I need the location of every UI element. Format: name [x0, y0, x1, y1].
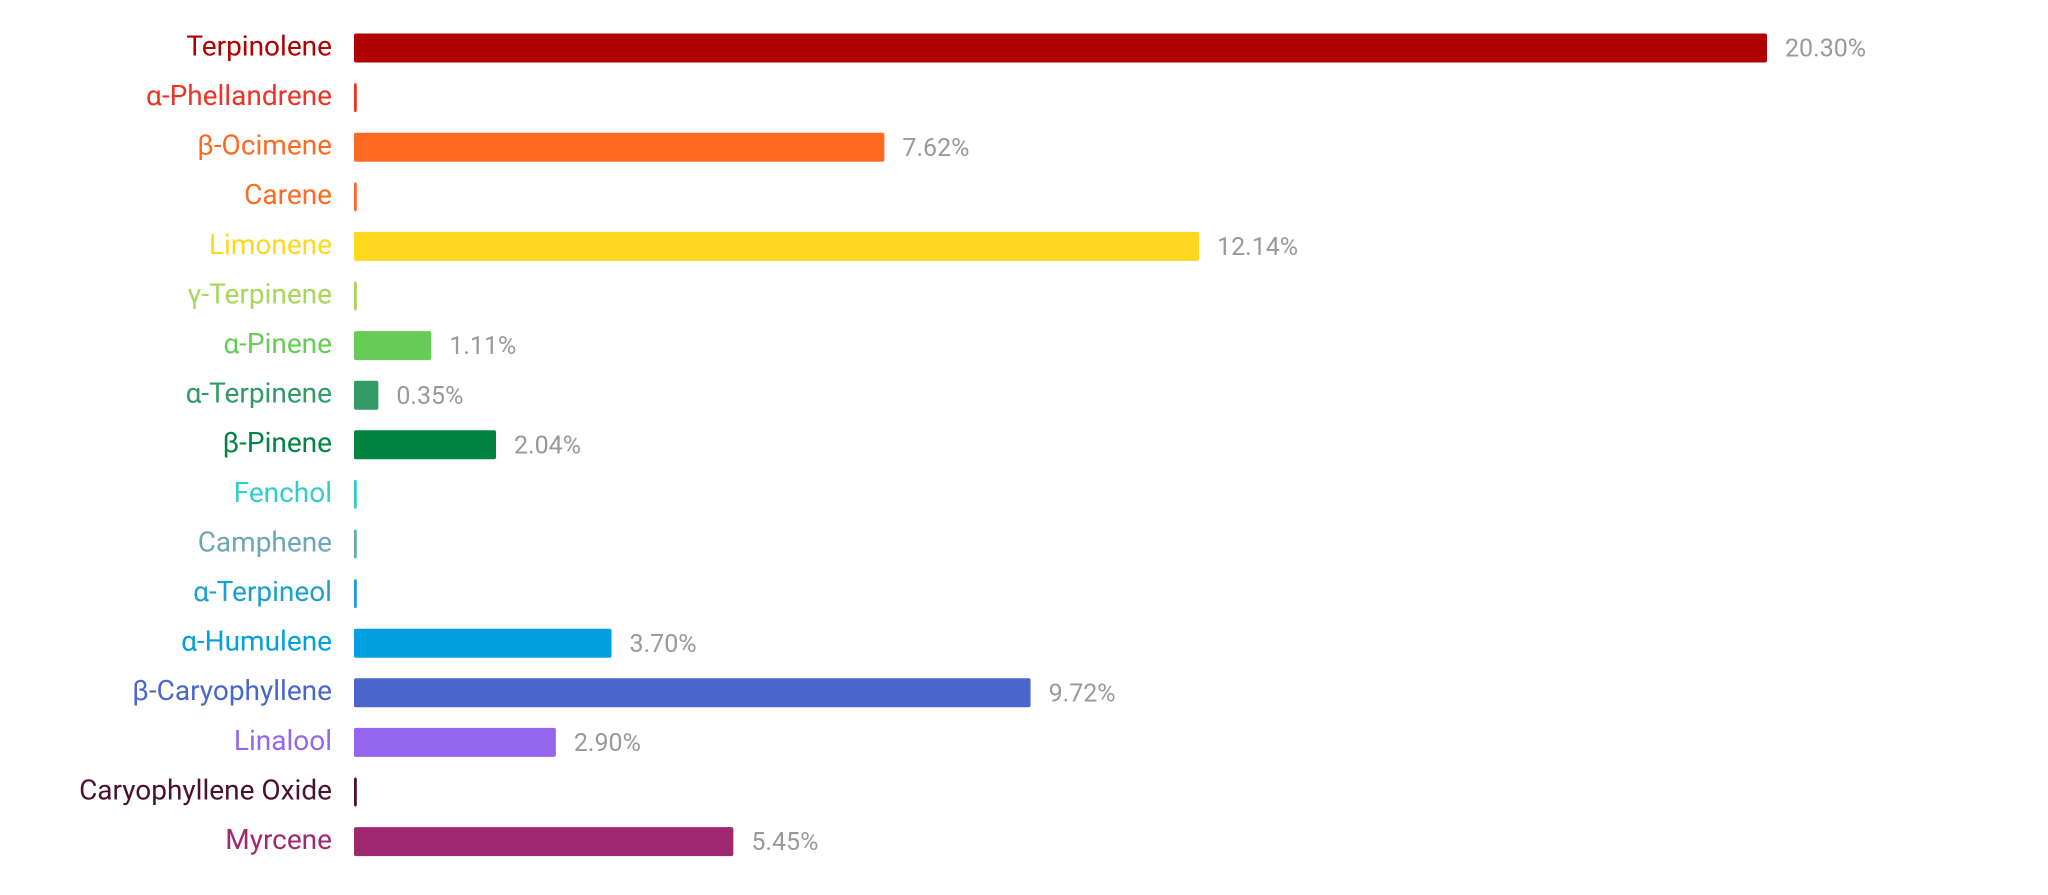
bar — [354, 281, 357, 311]
bar — [354, 380, 379, 410]
bar — [354, 231, 1200, 261]
value-label: 12.14% — [1217, 233, 1298, 262]
category-label: γ-Terpinene — [187, 277, 332, 310]
category-label: Myrcene — [225, 823, 332, 856]
category-label: Terpinolene — [186, 29, 332, 62]
category-label: Caryophyllene Oxide — [79, 773, 332, 806]
category-label: β-Caryophyllene — [132, 674, 332, 707]
bar — [354, 827, 734, 857]
bar — [354, 727, 556, 757]
value-label: 20.30% — [1785, 35, 1866, 64]
category-label: Carene — [244, 178, 332, 211]
value-label: 2.04% — [514, 431, 581, 460]
bar — [354, 33, 1767, 63]
bar — [354, 83, 357, 113]
category-label: α-Phellandrene — [146, 79, 332, 112]
bar — [354, 479, 357, 509]
category-label: α-Terpinene — [186, 377, 332, 410]
bar — [354, 331, 432, 361]
value-label: 2.90% — [574, 729, 641, 758]
value-label: 0.35% — [396, 382, 463, 411]
category-label: Fenchol — [234, 476, 332, 509]
bar — [354, 182, 357, 212]
value-label: 9.72% — [1049, 679, 1116, 708]
bar — [354, 678, 1031, 708]
value-label: 5.45% — [751, 828, 818, 857]
category-label: β-Ocimene — [197, 129, 332, 162]
category-label: α-Pinene — [223, 327, 332, 360]
value-label: 1.11% — [449, 332, 516, 361]
category-label: Limonene — [209, 228, 332, 261]
bar — [354, 430, 496, 460]
category-label: β-Pinene — [223, 426, 332, 459]
bar — [354, 628, 612, 658]
bar — [354, 132, 885, 162]
category-label: α-Humulene — [181, 625, 332, 658]
category-label: Linalool — [234, 724, 332, 757]
category-label: Camphene — [198, 525, 332, 558]
bar — [354, 777, 357, 807]
category-label: α-Terpineol — [193, 575, 332, 608]
value-label: 7.62% — [902, 134, 969, 163]
bar — [354, 579, 357, 609]
value-label: 3.70% — [630, 630, 697, 659]
bar — [354, 529, 357, 559]
